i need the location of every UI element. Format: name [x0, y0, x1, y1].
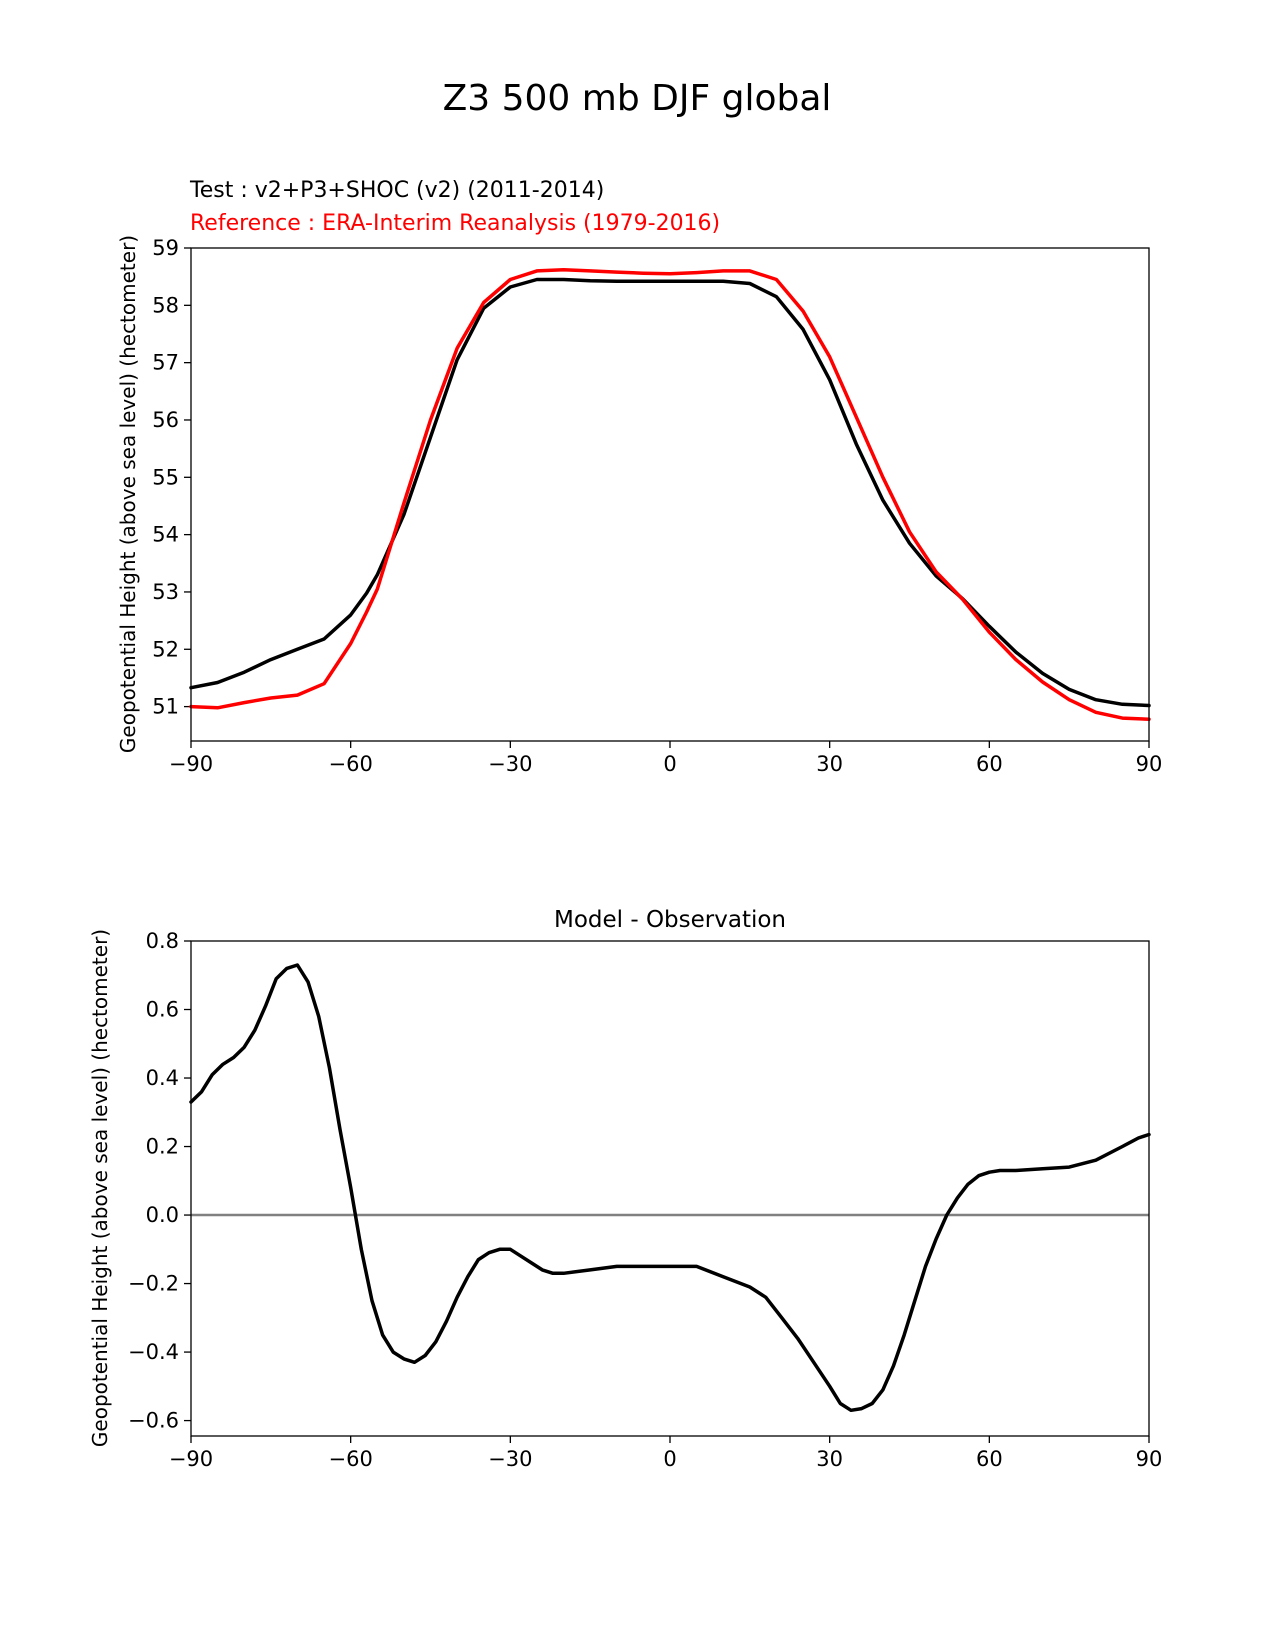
y-tick-label: 0.0	[146, 1203, 179, 1227]
y-tick-label: −0.6	[128, 1409, 179, 1433]
bottom-panel: Model - Observation −90 −60 −30 0 30 60 90 −0.…	[88, 907, 1162, 1471]
bottom-plot-frame	[190, 940, 1150, 1437]
y-tick-label: 58	[152, 293, 179, 317]
top-y-axis: 51 52 53 54 55 56 57 58 59	[152, 236, 191, 719]
top-plot-frame	[190, 247, 1150, 742]
top-series	[189, 268, 1151, 721]
bottom-x-axis: −90 −60 −30 0 30 60 90	[169, 1436, 1163, 1471]
y-tick-label: 0.6	[146, 998, 179, 1022]
y-tick-label: 59	[152, 236, 179, 260]
top-panel: Test : v2+P3+SHOC (v2) (2011-2014) Refer…	[116, 178, 1162, 776]
x-tick-label: −90	[169, 752, 213, 776]
series-line-reference	[189, 268, 1151, 721]
test-label: Test : v2+P3+SHOC (v2) (2011-2014)	[189, 178, 604, 203]
bottom-series	[189, 963, 1151, 1413]
y-tick-label: −0.4	[128, 1340, 179, 1364]
figure-suptitle: Z3 500 mb DJF global	[443, 78, 832, 119]
x-tick-label: −30	[488, 752, 532, 776]
x-tick-label: −90	[169, 1447, 213, 1471]
bottom-y-axis: −0.6 −0.4 −0.2 0.0 0.2 0.4 0.6 0.8	[128, 929, 191, 1433]
reference-label: Reference : ERA-Interim Reanalysis (1979…	[190, 211, 720, 236]
bottom-title: Model - Observation	[554, 907, 786, 933]
series-line-test	[189, 277, 1151, 708]
bottom-ylabel: Geopotential Height (above sea level) (h…	[88, 929, 112, 1447]
x-tick-label: −30	[488, 1447, 532, 1471]
y-tick-label: 53	[152, 580, 179, 604]
series-line-model-observation	[189, 963, 1151, 1413]
x-tick-label: 60	[976, 1447, 1003, 1471]
y-tick-label: 0.2	[146, 1135, 179, 1159]
y-tick-label: 0.8	[146, 929, 179, 953]
y-tick-label: 52	[152, 637, 179, 661]
top-x-axis: −90 −60 −30 0 30 60 90	[169, 741, 1163, 776]
y-tick-label: 55	[152, 465, 179, 489]
top-ylabel: Geopotential Height (above sea level) (h…	[116, 235, 140, 753]
x-tick-label: 90	[1136, 752, 1163, 776]
x-tick-label: 30	[816, 1447, 843, 1471]
x-tick-label: 90	[1136, 1447, 1163, 1471]
x-tick-label: −60	[329, 752, 373, 776]
y-tick-label: 56	[152, 408, 179, 432]
x-tick-label: 0	[663, 1447, 676, 1471]
y-tick-label: 0.4	[146, 1066, 179, 1090]
x-tick-label: −60	[329, 1447, 373, 1471]
y-tick-label: 57	[152, 351, 179, 375]
x-tick-label: 60	[976, 752, 1003, 776]
y-tick-label: 54	[152, 523, 179, 547]
y-tick-label: 51	[152, 695, 179, 719]
x-tick-label: 30	[816, 752, 843, 776]
y-tick-label: −0.2	[128, 1272, 179, 1296]
x-tick-label: 0	[663, 752, 676, 776]
